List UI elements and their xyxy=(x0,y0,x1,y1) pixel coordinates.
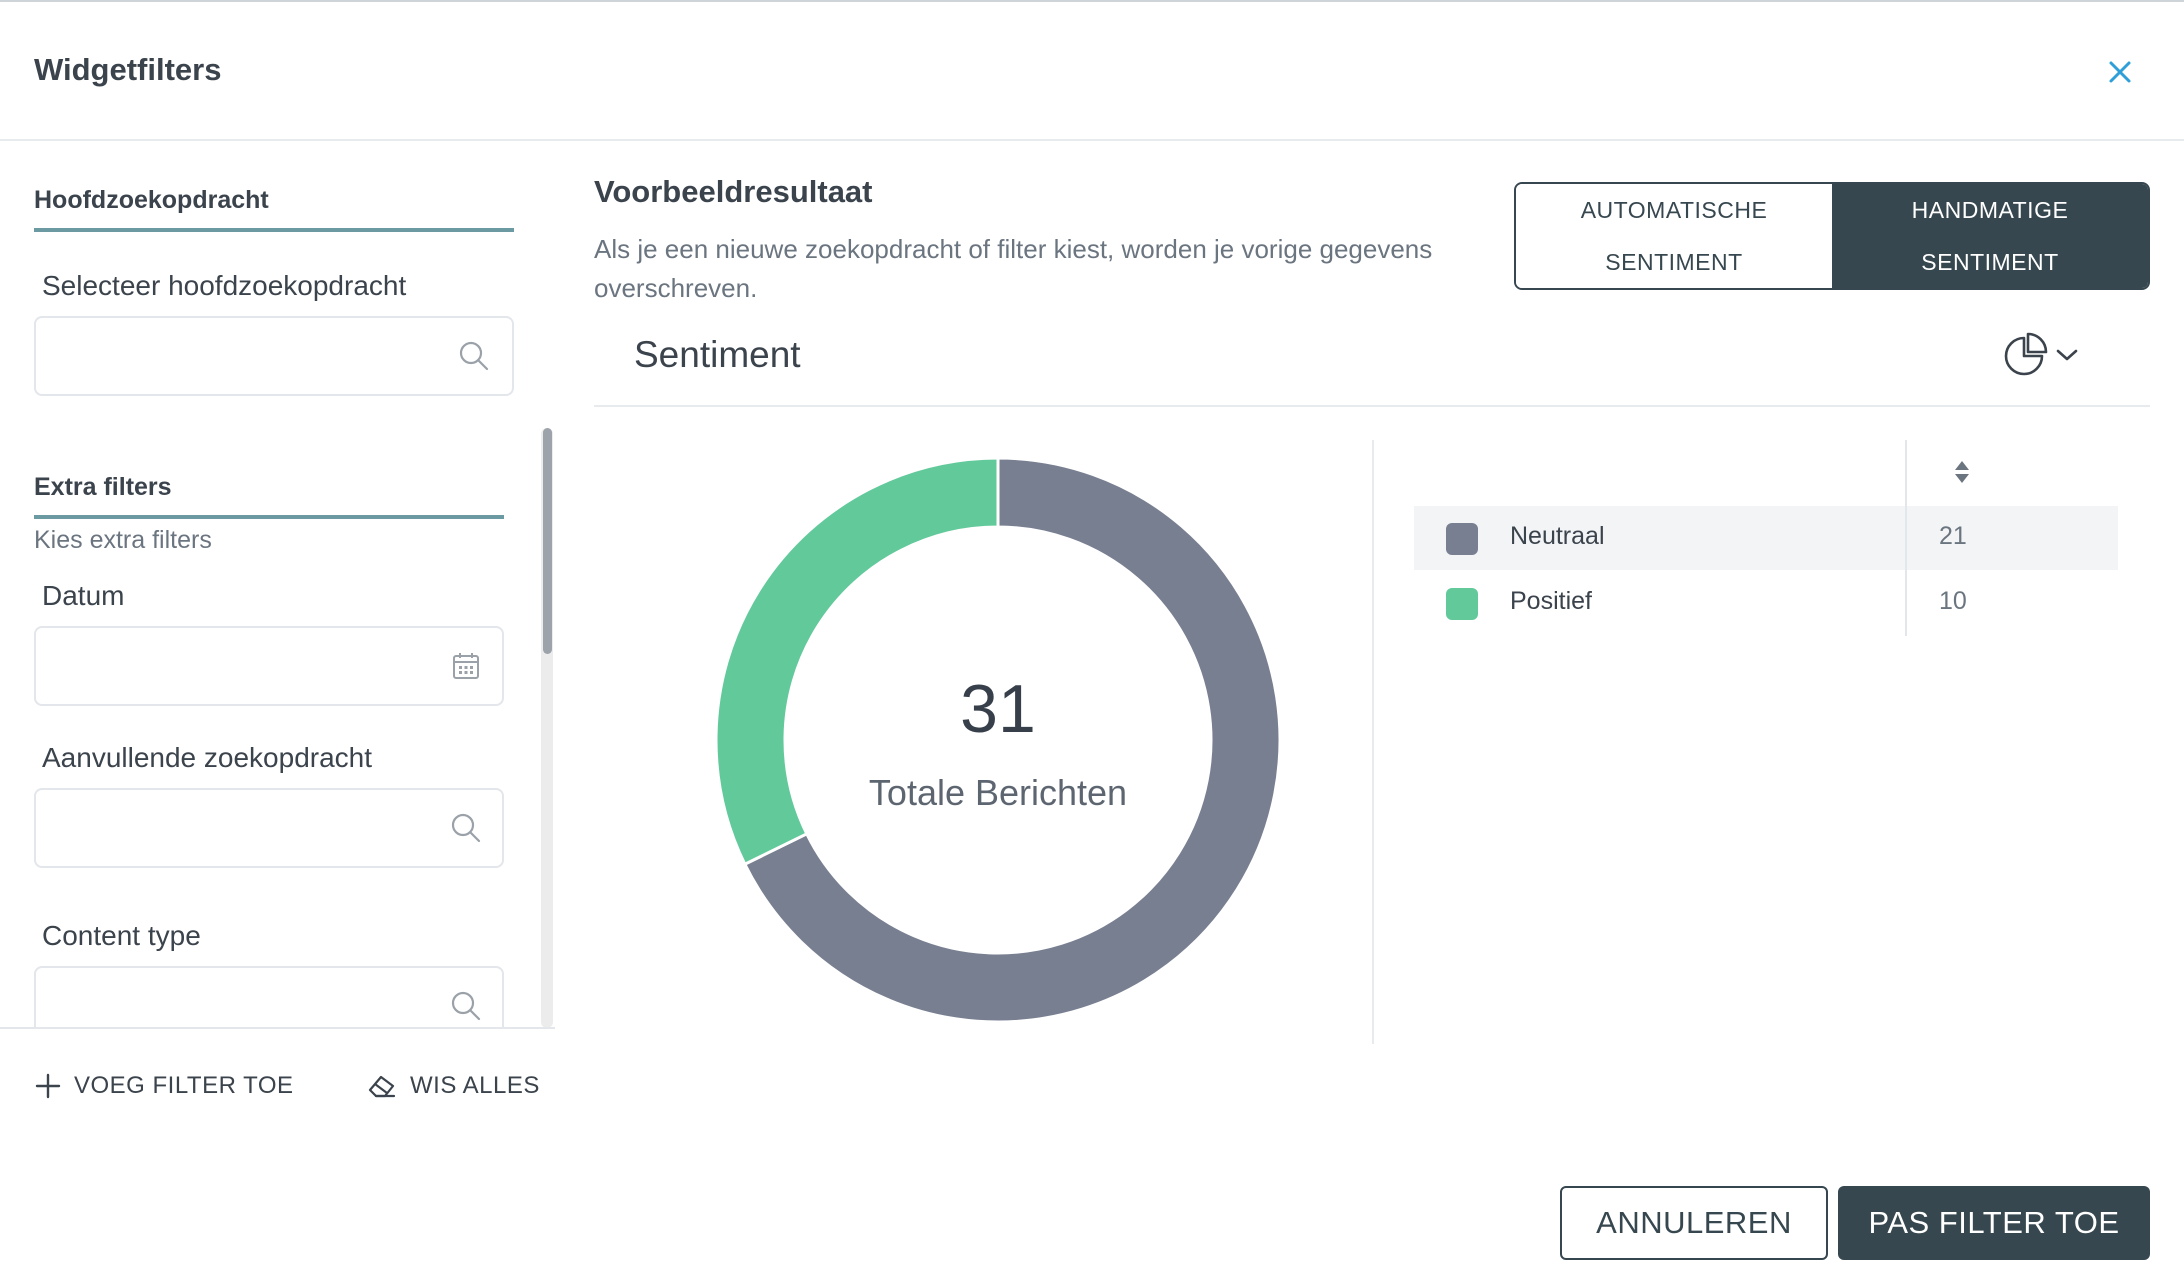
extra-filters-underline xyxy=(34,515,504,519)
legend-swatch-positive xyxy=(1446,588,1478,620)
content-type-input[interactable] xyxy=(50,982,426,1030)
sort-icon[interactable] xyxy=(1952,458,1972,486)
donut-slice-positief[interactable] xyxy=(714,456,1000,867)
left-panel-bottom-divider xyxy=(0,1027,555,1029)
header-divider xyxy=(0,139,2184,141)
cancel-button[interactable]: ANNULEREN xyxy=(1560,1186,1828,1260)
top-border xyxy=(0,0,2184,2)
legend-swatch-neutral xyxy=(1446,523,1478,555)
dialog-title: Widgetfilters xyxy=(34,52,222,87)
additional-query-field[interactable] xyxy=(34,788,504,868)
total-messages-count: 31 xyxy=(960,671,1036,747)
legend-name-neutral: Neutraal xyxy=(1510,522,1605,550)
chart-legend-separator xyxy=(1372,440,1374,1044)
sentiment-donut-chart xyxy=(714,456,1282,1024)
sentiment-mode-toggle: AUTOMATISCHE SENTIMENT HANDMATIGE SENTIM… xyxy=(1514,182,2150,290)
legend-name-positive: Positief xyxy=(1510,587,1592,615)
preview-title: Voorbeeldresultaat xyxy=(594,174,873,209)
clear-all-label: WIS ALLES xyxy=(410,1072,540,1099)
clear-all-button[interactable]: WIS ALLES xyxy=(366,1066,540,1106)
automatic-sentiment-line1: AUTOMATISCHE xyxy=(1580,197,1768,223)
date-filter-input[interactable] xyxy=(50,642,426,690)
left-panel-scroll-thumb[interactable] xyxy=(543,428,552,654)
chart-divider xyxy=(594,405,2150,407)
legend-value-positive: 10 xyxy=(1939,587,1967,615)
date-filter-label: Datum xyxy=(42,580,125,611)
close-button[interactable] xyxy=(2100,52,2140,92)
chevron-down-icon xyxy=(2056,349,2078,361)
main-query-input[interactable] xyxy=(50,332,436,380)
manual-sentiment-button[interactable]: HANDMATIGE SENTIMENT xyxy=(1832,184,2148,288)
legend-value-neutral: 21 xyxy=(1939,522,1967,550)
close-icon xyxy=(2109,61,2131,83)
plus-icon xyxy=(35,1073,61,1099)
apply-filter-button[interactable]: PAS FILTER TOE xyxy=(1838,1186,2150,1260)
preview-description: Als je een nieuwe zoekopdracht of filter… xyxy=(594,234,1433,303)
main-query-section-title: Hoofdzoekopdracht xyxy=(34,186,269,214)
total-messages-label: Totale Berichten xyxy=(868,772,1128,813)
widget-title: Sentiment xyxy=(634,334,801,375)
main-query-underline xyxy=(34,228,514,232)
main-query-label: Selecteer hoofdzoekopdracht xyxy=(42,270,407,301)
legend-column-separator xyxy=(1905,440,1907,636)
additional-query-label: Aanvullende zoekopdracht xyxy=(42,742,373,773)
content-type-label: Content type xyxy=(42,920,201,951)
chart-type-dropdown[interactable] xyxy=(2002,330,2090,380)
eraser-icon xyxy=(368,1075,396,1098)
add-filter-label: VOEG FILTER TOE xyxy=(74,1072,294,1099)
extra-filters-section-title: Extra filters xyxy=(34,473,172,501)
additional-query-input[interactable] xyxy=(50,804,426,852)
search-icon[interactable] xyxy=(448,810,484,846)
pie-chart-icon xyxy=(2004,332,2048,376)
date-filter-field[interactable] xyxy=(34,626,504,706)
legend-row-neutral[interactable]: Neutraal 21 xyxy=(1414,506,2118,570)
legend-row-positive[interactable]: Positief 10 xyxy=(1414,571,2118,635)
add-filter-button[interactable]: VOEG FILTER TOE xyxy=(34,1066,294,1106)
donut-slice-neutraal[interactable] xyxy=(742,456,1282,1024)
search-icon[interactable] xyxy=(456,338,492,374)
automatic-sentiment-button[interactable]: AUTOMATISCHE SENTIMENT xyxy=(1516,184,1832,288)
manual-sentiment-line2: SENTIMENT xyxy=(1921,249,2059,275)
left-panel-clip xyxy=(0,1029,555,1059)
extra-filters-subtitle: Kies extra filters xyxy=(34,526,212,554)
calendar-icon[interactable] xyxy=(448,648,484,684)
main-query-field[interactable] xyxy=(34,316,514,396)
manual-sentiment-line1: HANDMATIGE xyxy=(1911,197,2069,223)
automatic-sentiment-line2: SENTIMENT xyxy=(1605,249,1743,275)
search-icon[interactable] xyxy=(448,988,484,1024)
